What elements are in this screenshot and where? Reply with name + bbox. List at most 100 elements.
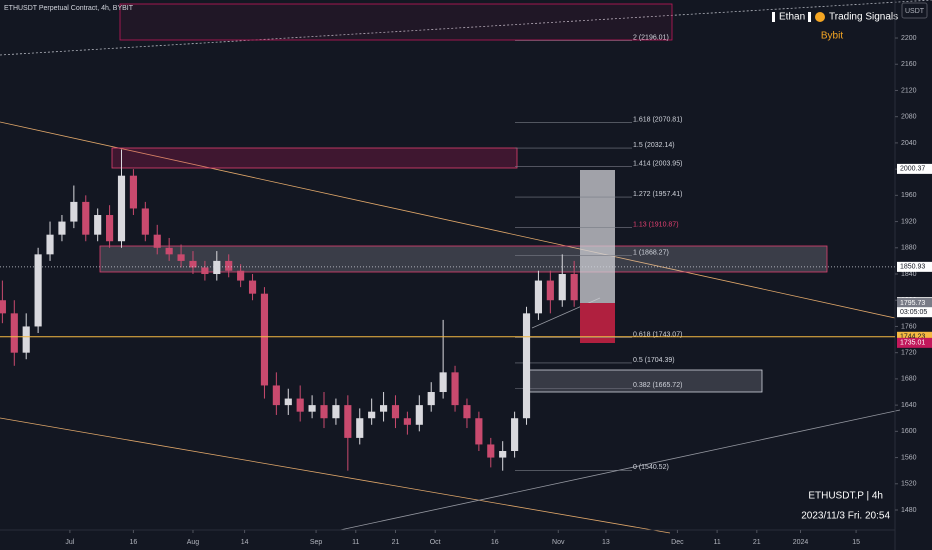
exchange: Bybit xyxy=(821,31,843,42)
currency-box xyxy=(901,2,928,19)
x-tick-label: Aug xyxy=(187,539,200,546)
price-label-box xyxy=(897,331,932,342)
candle-body xyxy=(463,405,471,419)
candle-body xyxy=(511,418,519,452)
candle-body xyxy=(487,444,495,458)
y-tick-label: 2160 xyxy=(901,61,917,68)
price-label: 2000.37 xyxy=(900,166,925,173)
y-tick-label: 1920 xyxy=(901,218,917,225)
candle-body xyxy=(129,175,137,209)
fib-label: 1.618 (2070.81) xyxy=(633,117,682,124)
candle-body xyxy=(332,405,340,419)
candle-body xyxy=(189,260,197,268)
drawings xyxy=(0,0,932,534)
y-tick-label: 1640 xyxy=(901,402,917,409)
price-label-box xyxy=(897,163,932,174)
y-tick-label: 1520 xyxy=(901,481,917,488)
candle-body xyxy=(439,372,447,393)
y-tick-label: 1480 xyxy=(901,507,917,514)
y-tick-label: 2120 xyxy=(901,87,917,94)
price-label-box xyxy=(897,298,932,309)
zone xyxy=(99,245,828,273)
x-tick-label: 11 xyxy=(713,539,720,546)
x-tick-label: Dec xyxy=(671,539,684,546)
candle-body xyxy=(522,313,531,419)
candle-body xyxy=(10,313,18,353)
y-tick-label: 2080 xyxy=(901,114,917,121)
footer-symbol: ETHUSDT.P | 4h xyxy=(808,491,883,502)
price-label-box xyxy=(897,261,932,272)
fib-label: 0.5 (1704.39) xyxy=(633,357,675,364)
price-label: 1850.93 xyxy=(900,264,925,271)
candle-body xyxy=(117,175,126,242)
x-tick-label: 14 xyxy=(241,539,249,546)
trend-line xyxy=(0,417,671,534)
candle-body xyxy=(308,405,316,412)
y-tick-label: 1880 xyxy=(901,245,917,252)
candle-body xyxy=(58,221,66,235)
x-tick-label: 15 xyxy=(852,539,860,546)
candle-body xyxy=(415,405,423,425)
trend-line xyxy=(0,121,896,319)
candle-body xyxy=(296,398,304,412)
zone xyxy=(111,147,518,169)
candle-body xyxy=(475,418,483,445)
candle-body xyxy=(320,405,328,419)
candle-body xyxy=(213,260,221,275)
y-tick-label: 1680 xyxy=(901,376,917,383)
candle-body xyxy=(165,247,173,255)
y-tick-label: 1560 xyxy=(901,454,917,461)
candle-body xyxy=(177,254,185,261)
candle-body xyxy=(534,280,543,314)
fib-label: 2 (2196.01) xyxy=(633,34,669,41)
brand: Ethan xyxy=(779,12,805,23)
zone xyxy=(119,3,673,41)
brand-bar xyxy=(772,12,775,22)
x-tick-label: Nov xyxy=(552,539,565,546)
candle-body xyxy=(427,392,435,406)
candle-body xyxy=(0,300,6,314)
footer-time: 2023/11/3 Fri. 20:54 xyxy=(801,511,890,522)
candle-body xyxy=(225,260,233,271)
price-label: 1795.73 xyxy=(900,300,925,307)
candle-body xyxy=(570,274,578,301)
target-area xyxy=(580,170,615,303)
candle-body xyxy=(153,234,161,248)
candle-body xyxy=(82,201,90,235)
candle-body xyxy=(356,418,364,438)
candle-body xyxy=(272,385,280,406)
chart-title: ETHUSDT Perpetual Contract, 4h, BYBIT xyxy=(4,5,134,12)
candle-body xyxy=(379,405,388,412)
x-tick-label: 21 xyxy=(392,539,400,546)
fib-label: 1.272 (1957.41) xyxy=(633,191,682,198)
y-tick-label: 1960 xyxy=(901,192,917,199)
candle-body xyxy=(558,274,566,301)
candle-body xyxy=(403,418,411,425)
brand-tag: Trading Signals xyxy=(829,12,898,23)
candle-body xyxy=(237,270,245,281)
candle-body xyxy=(34,254,42,327)
candle-body xyxy=(141,208,149,235)
x-tick-label: 2024 xyxy=(793,539,809,546)
candle-body xyxy=(94,215,102,235)
fib-label: 1.5 (2032.14) xyxy=(633,142,675,149)
candle-body xyxy=(260,293,269,386)
fib-label: 0.382 (1665.72) xyxy=(633,382,682,389)
x-tick-label: 16 xyxy=(491,539,499,546)
price-label: 1744.23 xyxy=(900,334,925,341)
x-tick-label: 16 xyxy=(130,539,138,546)
fib-label: 1.13 (1910.87) xyxy=(633,221,679,228)
candle-body xyxy=(344,405,352,438)
candle-body xyxy=(248,280,257,294)
y-tick-label: 1840 xyxy=(901,271,917,278)
countdown-box xyxy=(897,307,932,318)
candle-body xyxy=(368,411,376,419)
fib-label: 1.414 (2003.95) xyxy=(633,160,682,167)
candle-body xyxy=(451,372,459,406)
x-tick-label: Jul xyxy=(65,539,74,546)
y-tick-label: 1720 xyxy=(901,350,917,357)
candle-body xyxy=(106,215,114,242)
x-tick-label: 21 xyxy=(753,539,761,546)
y-tick-label: 2040 xyxy=(901,140,917,147)
